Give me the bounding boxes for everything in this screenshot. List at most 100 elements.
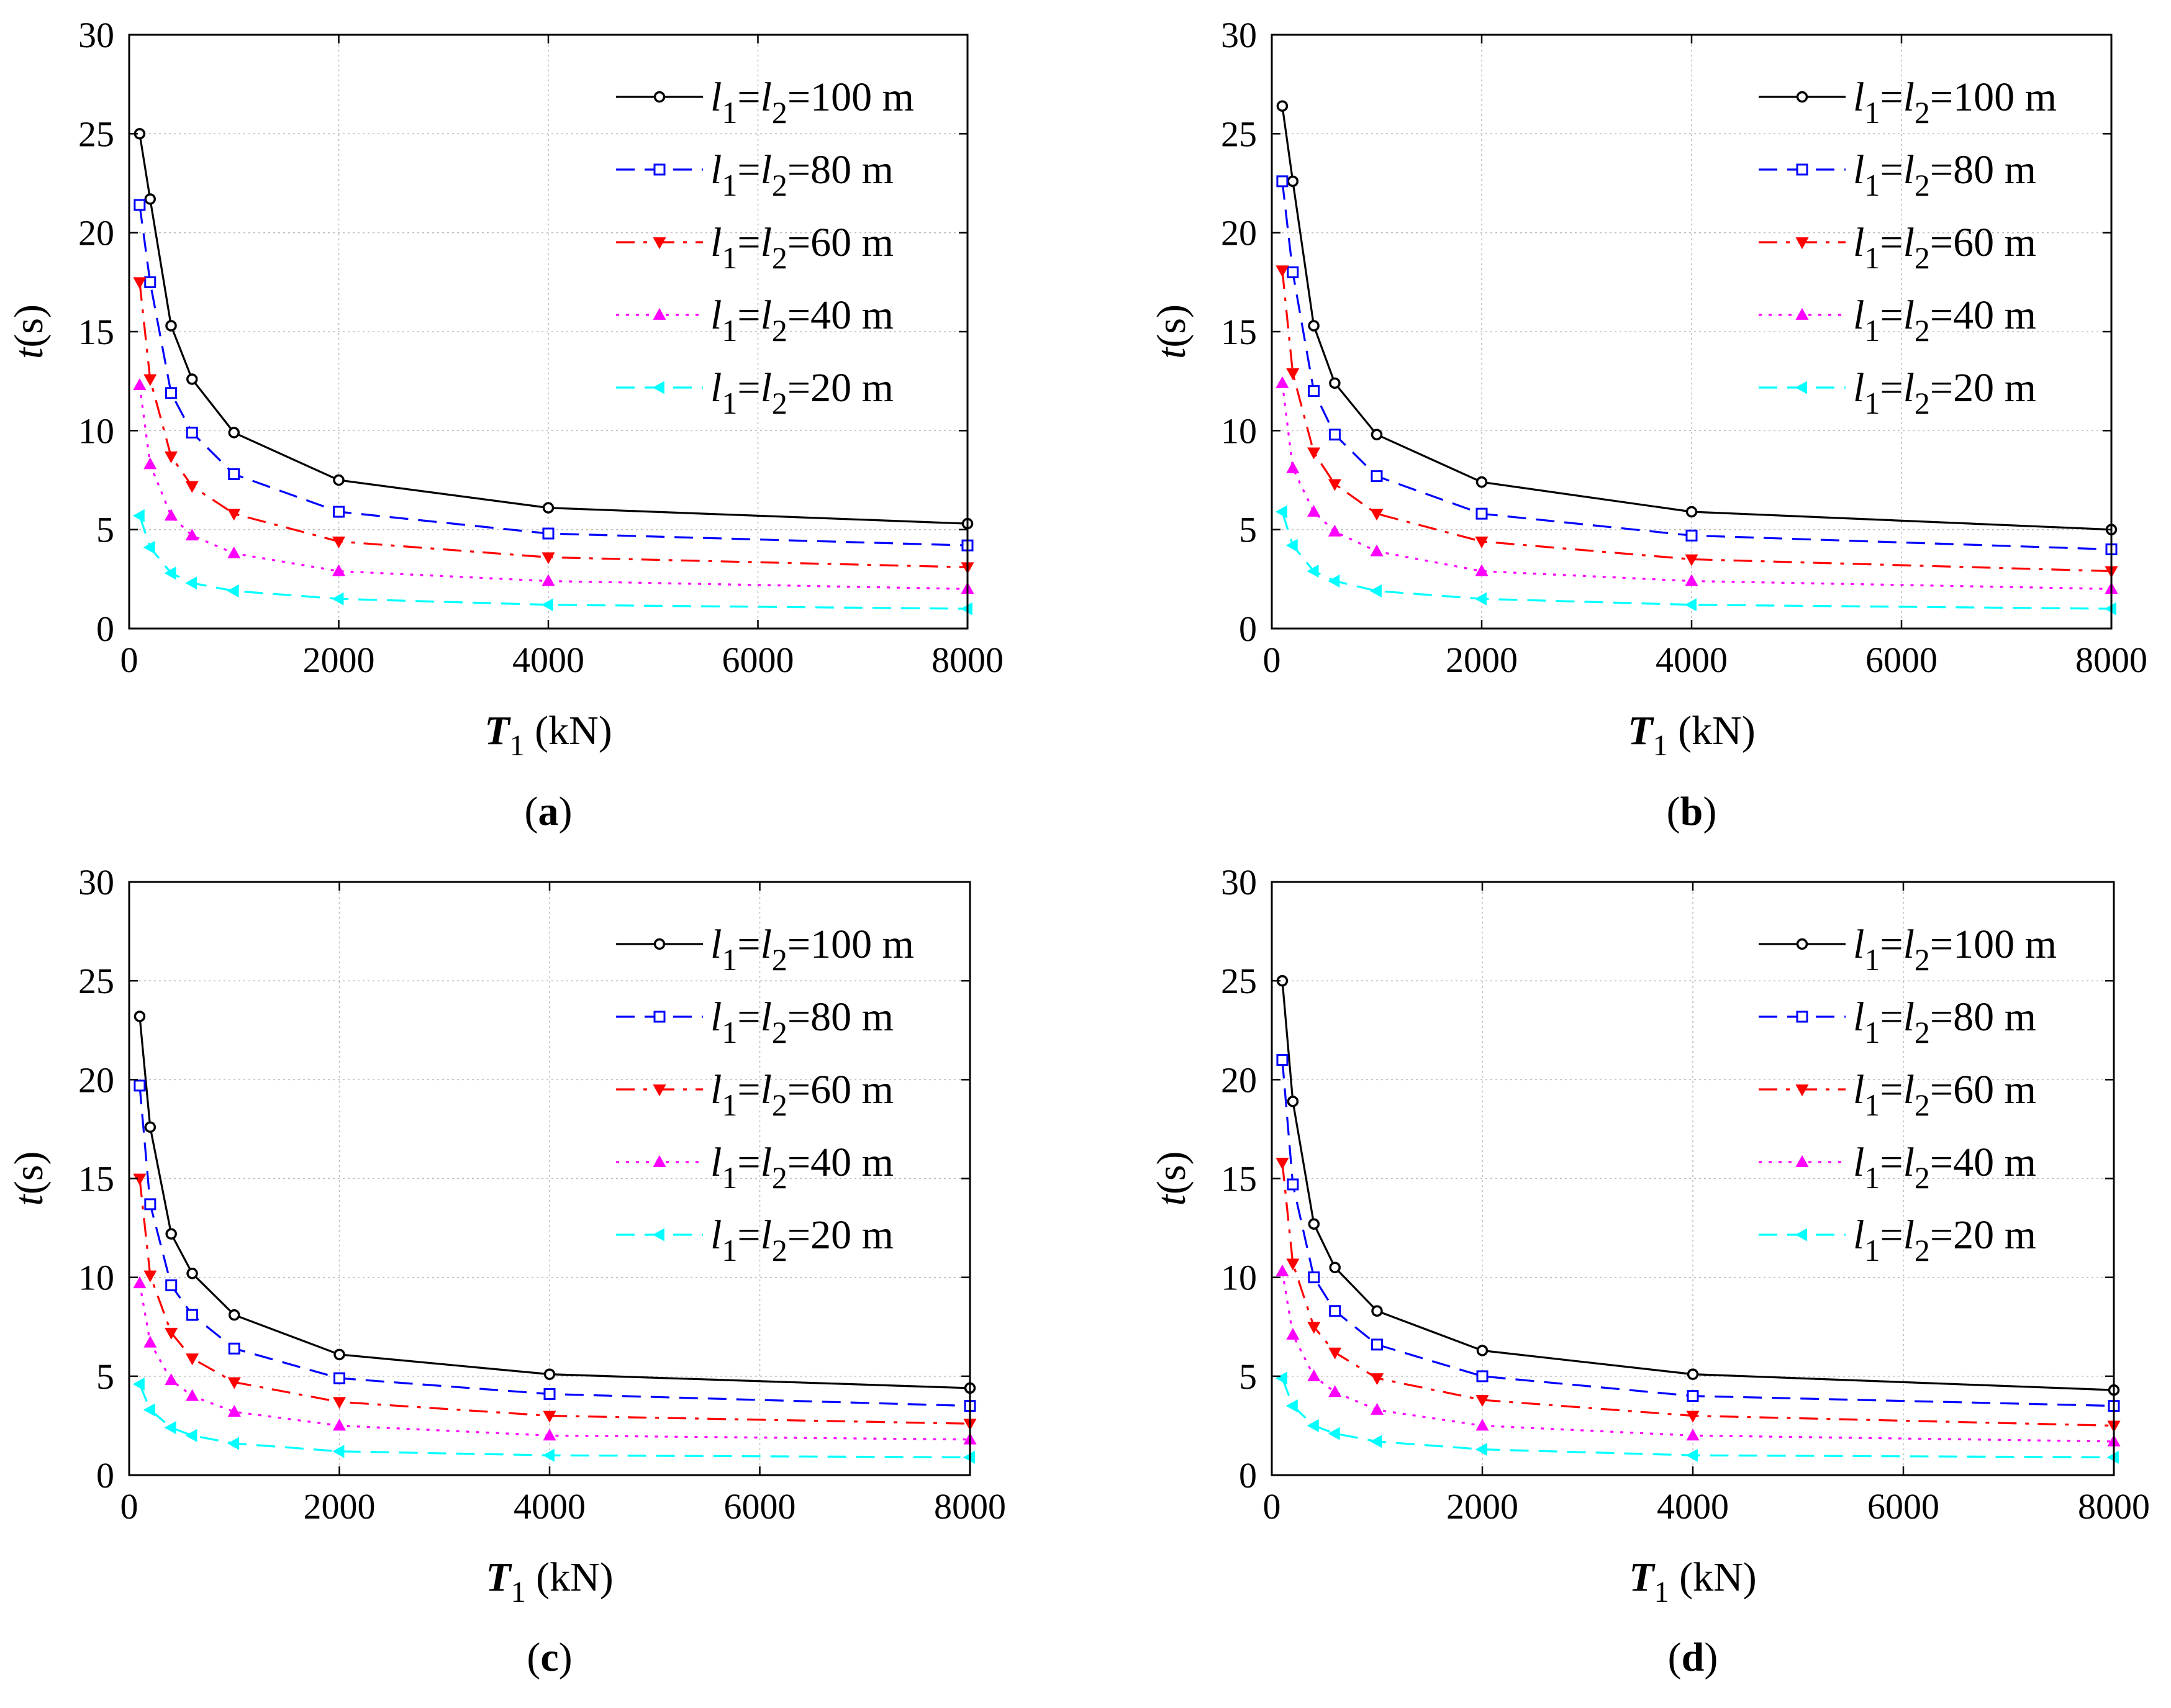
series-d-0 xyxy=(1276,974,2120,1396)
legend-item: l1=l2=80 m xyxy=(616,994,894,1050)
data-point xyxy=(133,277,147,289)
data-point xyxy=(164,566,176,580)
series-line xyxy=(138,1178,971,1425)
x-tick-label: 8000 xyxy=(2078,1486,2150,1527)
caption-letter: a xyxy=(538,789,559,834)
series-a-0 xyxy=(134,128,974,530)
legend-value: =20 m xyxy=(1930,1212,2036,1258)
y-axis-label: t(s) xyxy=(6,304,52,359)
y-tick-label: 5 xyxy=(96,1356,114,1397)
legend-value: =80 m xyxy=(1930,994,2036,1040)
x-tick-label: 6000 xyxy=(724,1486,796,1527)
data-point xyxy=(1308,1218,1320,1230)
legend-item: l1=l2=80 m xyxy=(1759,994,2036,1050)
legend-label: l1=l2=20 m xyxy=(1853,365,2036,420)
data-point xyxy=(332,1397,347,1409)
legend-marker xyxy=(653,1084,666,1097)
legend-marker xyxy=(1795,237,1809,250)
y-axis-label: t(s) xyxy=(6,1152,52,1206)
data-point xyxy=(227,1437,240,1450)
legend-sub: 1 xyxy=(1864,386,1880,420)
data-point xyxy=(1476,1345,1489,1356)
legend-var: l xyxy=(710,365,722,411)
legend-var: l xyxy=(1853,293,1864,338)
data-point xyxy=(186,1268,198,1279)
data-point xyxy=(186,1353,199,1366)
legend-value: =60 m xyxy=(1930,220,2036,265)
legend-item: l1=l2=40 m xyxy=(616,293,894,348)
data-point xyxy=(1371,470,1383,483)
legend-var: l xyxy=(1853,147,1864,193)
data-point xyxy=(1275,505,1287,519)
legend-sub: 1 xyxy=(1864,168,1880,202)
data-point xyxy=(186,427,198,439)
caption-letter: d xyxy=(1682,1635,1705,1680)
y-tick-label: 30 xyxy=(78,862,114,902)
data-point xyxy=(1308,320,1320,332)
data-point xyxy=(332,536,346,548)
legend-marker xyxy=(653,938,666,950)
data-point xyxy=(143,457,157,470)
caption-close: ) xyxy=(559,789,573,834)
legend-eq: = xyxy=(737,147,760,193)
legend-var: l xyxy=(761,1140,772,1185)
legend-sub: 1 xyxy=(722,386,737,420)
data-point xyxy=(332,592,344,606)
legend-sub: 1 xyxy=(722,168,737,202)
data-point xyxy=(143,374,157,386)
y-axis-label-unit: (s) xyxy=(6,1152,52,1195)
x-tick-label: 2000 xyxy=(304,1486,376,1527)
series-c-1 xyxy=(134,1079,976,1412)
data-point xyxy=(543,1388,556,1400)
legend-var: l xyxy=(1903,1140,1915,1185)
legend-item: l1=l2=100 m xyxy=(1759,75,2057,130)
legend-marker xyxy=(653,1011,666,1023)
x-axis-label-unit: (kN) xyxy=(1669,1555,1757,1600)
x-axis-label-sub: 1 xyxy=(1654,1576,1669,1609)
x-tick-label: 6000 xyxy=(1865,640,1938,680)
data-point xyxy=(1685,529,1698,542)
y-tick-label: 10 xyxy=(1221,1258,1257,1298)
legend-var: l xyxy=(1853,1212,1864,1258)
legend-sub: 1 xyxy=(1864,942,1880,977)
data-point xyxy=(1687,1368,1699,1380)
data-point xyxy=(1285,538,1298,552)
legend-eq: = xyxy=(737,365,760,411)
legend-marker xyxy=(1796,91,1808,103)
caption-open: ( xyxy=(525,789,538,834)
legend-label: l1=l2=100 m xyxy=(710,922,914,977)
data-point xyxy=(143,1335,157,1348)
data-point xyxy=(1369,584,1382,598)
panel-caption: (a) xyxy=(525,789,573,834)
data-point xyxy=(542,502,555,514)
panel-caption: (b) xyxy=(1667,789,1717,834)
legend-sub: 2 xyxy=(772,1015,787,1050)
data-point xyxy=(1276,1054,1289,1066)
series-a-2 xyxy=(133,277,974,575)
legend-sub: 1 xyxy=(722,313,737,348)
data-point xyxy=(227,509,241,521)
x-tick-label: 4000 xyxy=(512,640,584,680)
legend-marker xyxy=(653,91,666,103)
data-point xyxy=(1370,1435,1382,1448)
data-point xyxy=(1329,1261,1341,1273)
legend-eq: = xyxy=(1880,75,1903,120)
y-tick-label: 10 xyxy=(1221,411,1257,451)
data-point xyxy=(1275,1371,1287,1385)
x-tick-label: 2000 xyxy=(1446,1486,1518,1527)
data-point xyxy=(227,546,241,558)
caption-open: ( xyxy=(1668,1635,1682,1680)
data-point xyxy=(1307,1322,1321,1334)
series-a-3 xyxy=(133,378,974,594)
data-point xyxy=(1276,1265,1289,1277)
legend-sub: 2 xyxy=(1915,313,1930,348)
x-tick-label: 4000 xyxy=(1656,640,1728,680)
y-axis-label-var: t xyxy=(6,1194,52,1206)
data-point xyxy=(1370,509,1384,521)
legend-sub: 2 xyxy=(772,386,787,420)
data-point xyxy=(165,1327,178,1340)
legend-item: l1=l2=40 m xyxy=(1759,1140,2036,1195)
data-point xyxy=(332,1419,347,1431)
data-point xyxy=(542,574,555,586)
